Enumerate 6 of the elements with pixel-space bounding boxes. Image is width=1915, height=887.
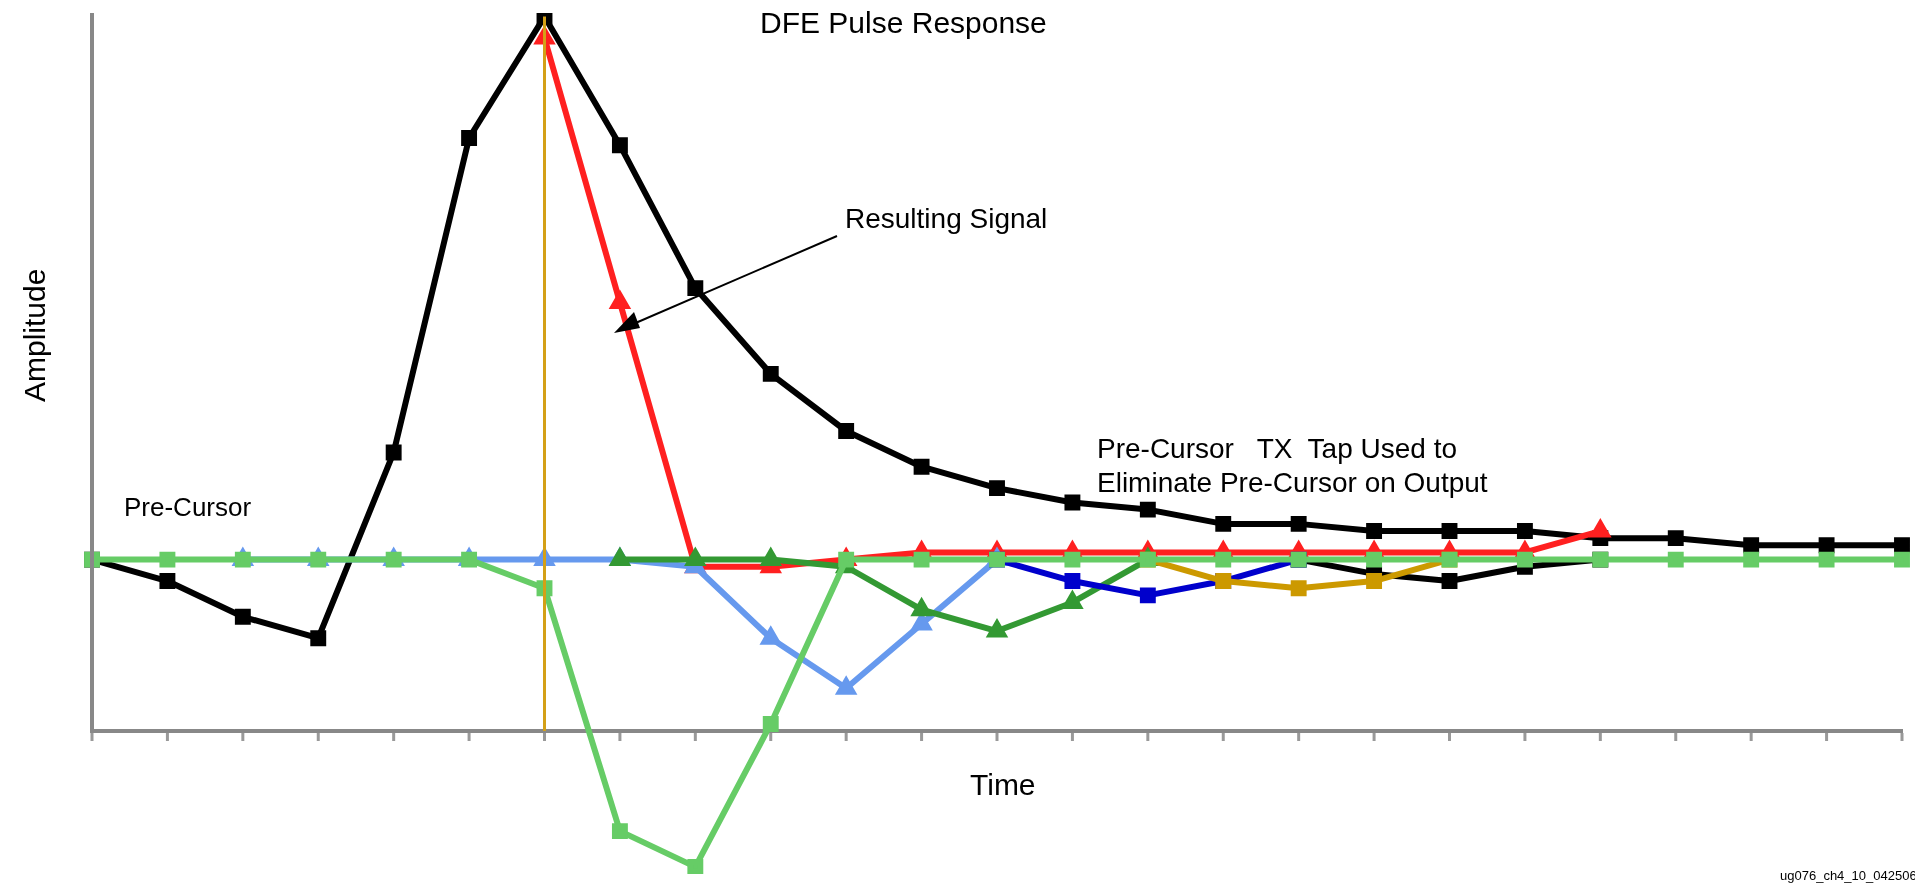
- annotation: Pre-Cursor: [124, 492, 252, 523]
- annotation: Pre-Cursor TX Tap Used to Eliminate Pre-Cursor on Output: [1097, 432, 1488, 500]
- y-axis-title: Amplitude: [18, 268, 52, 402]
- annotation: Resulting Signal: [845, 203, 1048, 235]
- x-axis-title: Time: [970, 768, 1036, 802]
- chart-title: DFE Pulse Response: [760, 6, 1047, 40]
